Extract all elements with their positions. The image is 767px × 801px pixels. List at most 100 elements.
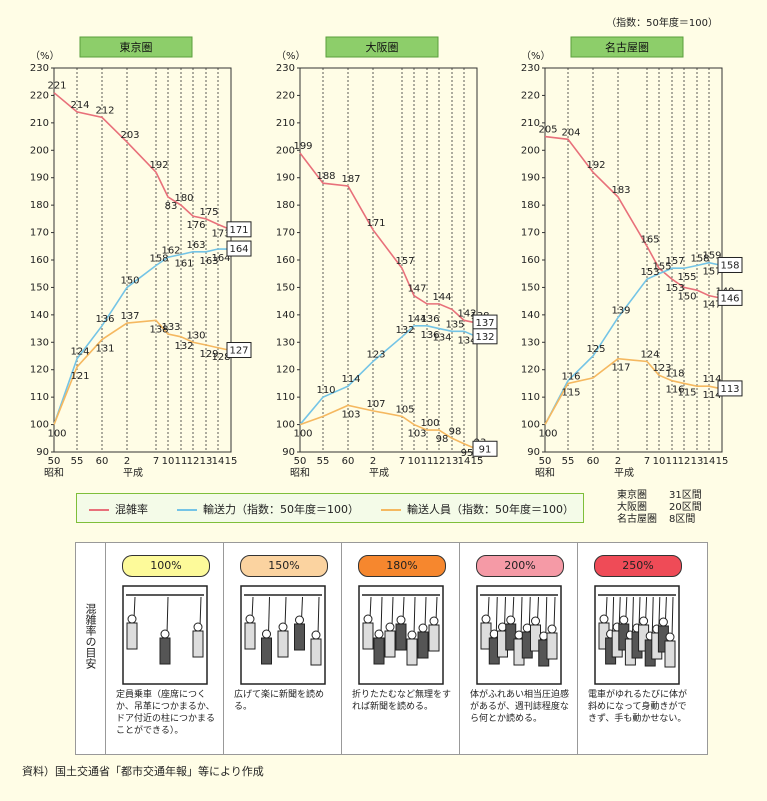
data-label: 136 xyxy=(95,314,114,325)
commuter-figure xyxy=(406,596,418,666)
data-label: 124 xyxy=(640,349,659,360)
y-tick-label: 150 xyxy=(276,282,295,293)
end-value-label: 158 xyxy=(720,260,739,271)
x-tick-label: 15 xyxy=(225,456,238,467)
x-tick-label: 2 xyxy=(615,456,621,467)
commuter-figure xyxy=(530,596,541,652)
x-tick-label: 12 xyxy=(678,456,691,467)
guide-description: 広げて楽に新聞を読める。 xyxy=(234,690,325,712)
data-label: 157 xyxy=(395,256,414,267)
commuter-figure xyxy=(159,596,171,665)
data-label: 103 xyxy=(341,409,360,420)
data-label: 136 xyxy=(420,330,439,341)
y-tick-label: 100 xyxy=(521,420,540,431)
y-tick-label: 110 xyxy=(276,392,295,403)
commuter-figure xyxy=(664,596,676,668)
data-label: 100 xyxy=(47,429,66,440)
series-line xyxy=(299,152,478,324)
data-label: 205 xyxy=(538,125,557,136)
section-count: 20区間 xyxy=(669,502,702,513)
end-value-label: 171 xyxy=(229,225,248,236)
x-tick-label: 14 xyxy=(703,456,716,467)
commuter-figure xyxy=(417,596,429,659)
x-tick-label: 13 xyxy=(446,456,459,467)
x-tick-label: 14 xyxy=(212,456,225,467)
y-tick-label: 100 xyxy=(30,420,49,431)
data-label: 192 xyxy=(586,160,605,171)
series-line xyxy=(53,248,231,425)
rate-badge: 100% xyxy=(122,555,210,577)
x-tick-label: 10 xyxy=(408,456,421,467)
section-row: 名古屋圏 8区間 xyxy=(617,514,702,526)
x-tick-label: 7 xyxy=(399,456,405,467)
x-tick-label: 10 xyxy=(653,456,666,467)
panel-title: 大阪圏 xyxy=(366,40,399,54)
y-tick-label: 210 xyxy=(276,118,295,129)
x-tick-label: 50 xyxy=(48,456,61,467)
x-tick-label: 60 xyxy=(96,456,109,467)
commuter-figure xyxy=(277,596,289,658)
commuter-figure xyxy=(310,596,322,666)
x-tick-label: 55 xyxy=(562,456,575,467)
end-value-label: 137 xyxy=(475,318,494,329)
series-line xyxy=(544,261,723,425)
y-tick-label: 130 xyxy=(521,337,540,348)
data-label: 221 xyxy=(47,81,66,92)
y-tick-label: 120 xyxy=(276,365,295,376)
data-label: 116 xyxy=(561,371,580,382)
end-value-box xyxy=(472,328,498,345)
y-tick-label: 110 xyxy=(521,392,540,403)
x-tick-label: 60 xyxy=(342,456,355,467)
data-label: 114 xyxy=(702,390,721,401)
x-tick-label: 10 xyxy=(162,456,175,467)
data-label: 158 xyxy=(690,253,709,264)
data-label: 100 xyxy=(293,429,312,440)
plot-area xyxy=(544,67,723,453)
commuters-jammed-icon xyxy=(594,585,680,685)
x-tick-label: 50 xyxy=(294,456,307,467)
panel-title: 名古屋圏 xyxy=(605,40,649,54)
data-label: 95 xyxy=(461,448,474,459)
y-tick-label: 200 xyxy=(276,145,295,156)
data-label: 163 xyxy=(199,256,218,267)
y-tick-label: 100 xyxy=(276,420,295,431)
y-tick-label: 230 xyxy=(276,63,295,74)
data-label: 123 xyxy=(366,349,385,360)
section-row: 大阪圏 20区間 xyxy=(617,502,702,514)
data-label: 137 xyxy=(120,311,139,322)
end-value-box xyxy=(226,342,252,359)
data-label: 98 xyxy=(449,426,462,437)
legend-swatch-congestion xyxy=(89,509,109,511)
data-label: 155 xyxy=(677,272,696,283)
y-tick-label: 200 xyxy=(30,145,49,156)
data-label: 162 xyxy=(161,245,180,256)
end-value-box xyxy=(226,221,252,238)
guide-cell-150: 150% 広げて楽に新聞を読める。 xyxy=(223,543,342,754)
data-label: 165 xyxy=(640,234,659,245)
data-label: 173 xyxy=(211,228,230,239)
data-label: 131 xyxy=(95,344,114,355)
series-line xyxy=(53,319,232,425)
section-row: 東京圏 31区間 xyxy=(617,490,702,502)
era-label-shouwa: 昭和 xyxy=(44,467,64,479)
legend-item-passengers: 輸送人員（指数：50年度＝100） xyxy=(381,501,574,517)
guide-description: 折りたたむなど無理をすれば新聞を読める。 xyxy=(352,690,452,712)
data-label: 158 xyxy=(149,253,168,264)
data-label: 125 xyxy=(586,344,605,355)
y-tick-label: 150 xyxy=(30,282,49,293)
y-tick-label: 190 xyxy=(30,173,49,184)
commuters-packed-icon xyxy=(476,585,562,685)
section-area: 名古屋圏 xyxy=(617,514,657,525)
end-value-box xyxy=(717,289,743,306)
data-label: 147 xyxy=(702,300,721,311)
data-label: 142 xyxy=(457,308,476,319)
y-tick-label: 190 xyxy=(276,173,295,184)
legend-item-congestion: 混雑率 xyxy=(89,501,148,517)
y-tick-label: 190 xyxy=(521,173,540,184)
data-label: 110 xyxy=(316,385,335,396)
y-tick-label: 220 xyxy=(276,90,295,101)
data-label: 134 xyxy=(432,333,451,344)
y-tick-label: 220 xyxy=(521,90,540,101)
x-tick-label: 12 xyxy=(433,456,446,467)
panel-title-badge xyxy=(570,36,684,58)
